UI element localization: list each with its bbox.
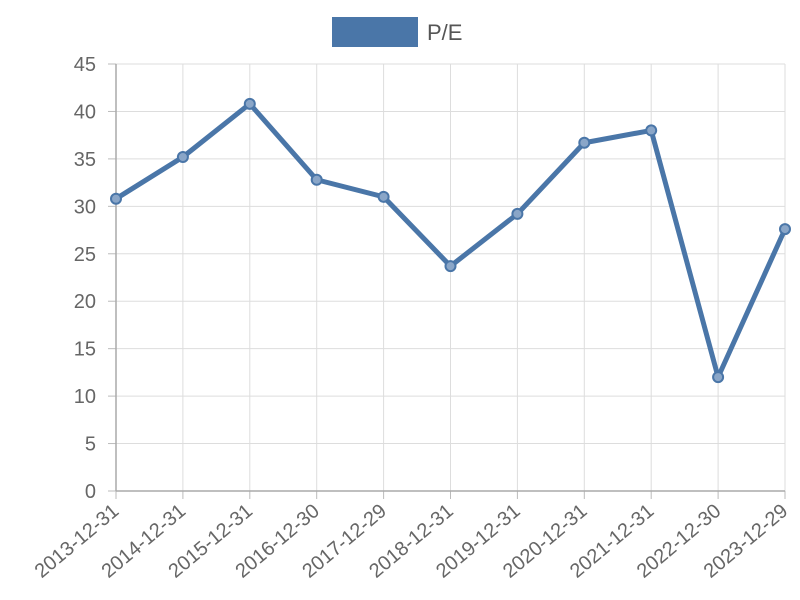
pe-data-point [712,371,725,384]
y-tick-label: 40 [74,101,96,123]
pe-data-point [377,190,390,203]
legend: P/E [332,17,462,47]
pe-data-point [243,97,256,110]
y-tick-label: 30 [74,196,96,218]
x-axis-tick-labels: 2013-12-312014-12-312015-12-312016-12-30… [31,500,793,583]
legend-swatch [332,17,418,47]
y-tick-label: 5 [85,434,96,456]
y-tick-label: 35 [74,149,96,171]
pe-data-point [310,173,323,186]
pe-data-point [444,260,457,273]
y-tick-label: 10 [74,386,96,408]
y-axis-tick-labels: 0 5 10 15 20 25 30 35 40 45 [74,54,96,503]
legend-label: P/E [427,20,462,45]
pe-data-point [176,150,189,163]
y-tick-label: 0 [85,481,96,503]
y-tick-label: 15 [74,339,96,361]
pe-data-point [779,223,791,236]
pe-data-point [578,136,591,149]
y-tick-label: 20 [74,291,96,313]
y-tick-label: 45 [74,54,96,76]
y-tick-label: 25 [74,244,96,266]
pe-data-point [511,207,524,220]
axes [108,63,786,499]
series-group [110,97,791,384]
pe-data-point [645,124,658,137]
pe-data-point [110,192,122,205]
